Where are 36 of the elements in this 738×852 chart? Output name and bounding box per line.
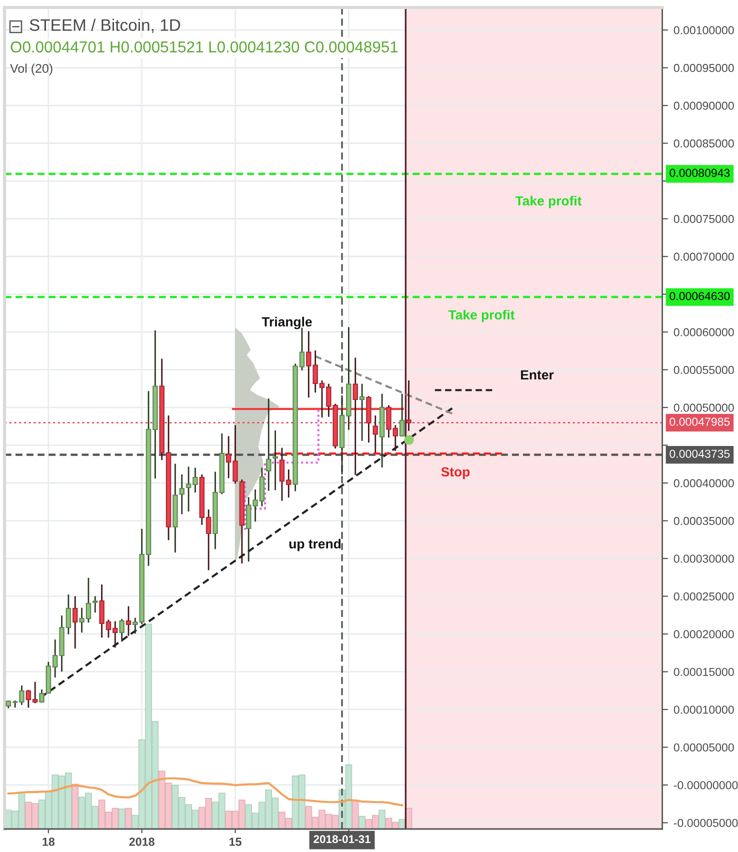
y-tick-label: 0.00050000 — [674, 404, 734, 412]
y-tick-label: 0.00020000 — [674, 630, 734, 638]
y-tick-label: 0.00090000 — [674, 102, 734, 110]
y-tick-label: -0.00005000 — [674, 818, 738, 828]
annotation: Take profit — [515, 196, 582, 208]
text: O0.00044701 H0.00051521 L0.00041230 C0.00048951 — [10, 41, 398, 53]
x-tick-label: 15 — [230, 838, 242, 846]
y-tick-label: 0.00015000 — [674, 668, 734, 676]
annotation: Triangle — [262, 316, 312, 330]
y-tick-label: 0.00070000 — [674, 252, 734, 261]
y-tick-label: 0.00085000 — [674, 139, 734, 148]
annotation: Take profit — [448, 310, 515, 322]
y-tick-label: 0.00005000 — [674, 743, 734, 752]
y-tick-label: 0.00025000 — [674, 592, 734, 601]
annotation: Vol (20) — [10, 64, 52, 76]
y-tick-label: 0.00095000 — [674, 64, 734, 72]
ref-line-label: 0.00064630 — [670, 292, 730, 300]
y-tick-label: 0.00100000 — [674, 26, 734, 34]
ref-line-label: 0.00080943 — [670, 168, 730, 177]
y-tick-label: 0.00035000 — [674, 516, 734, 526]
text: STEEM / Bitcoin, 1D — [30, 18, 180, 33]
ref-line-label: 0.00043735 — [670, 450, 730, 458]
ref-line-label: 0.00047985 — [670, 418, 730, 426]
y-tick-label: 0.00055000 — [674, 366, 734, 374]
y-tick-label: 0.00030000 — [674, 554, 734, 563]
y-tick-label: 0.00060000 — [674, 328, 734, 336]
y-tick-label: -0.00000000 — [674, 781, 738, 790]
y-tick-label: 0.00040000 — [674, 479, 734, 488]
y-tick-label: 0.00010000 — [674, 706, 734, 714]
x-tick-label: 2018 — [129, 838, 154, 846]
annotation: Enter — [521, 370, 554, 380]
annotation: up trend — [289, 538, 341, 552]
annotation: Stop — [441, 467, 470, 480]
y-tick-label: 0.00075000 — [674, 214, 734, 224]
x-tick-label: 18 — [42, 838, 55, 846]
ref-line-label: 2018-01-31 — [314, 835, 370, 844]
